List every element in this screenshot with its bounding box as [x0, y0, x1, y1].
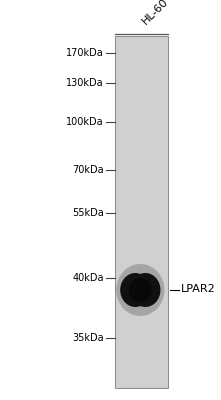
Ellipse shape [130, 273, 160, 307]
Ellipse shape [120, 273, 151, 307]
Ellipse shape [129, 278, 152, 302]
Text: 35kDa: 35kDa [72, 333, 104, 343]
Text: HL-60: HL-60 [140, 0, 170, 26]
Text: 170kDa: 170kDa [66, 48, 104, 58]
Text: 40kDa: 40kDa [72, 273, 104, 283]
Ellipse shape [116, 264, 164, 316]
Text: 55kDa: 55kDa [72, 208, 104, 218]
Text: 100kDa: 100kDa [66, 117, 104, 127]
Bar [115, 36, 168, 388]
Text: 130kDa: 130kDa [66, 78, 104, 88]
Text: 70kDa: 70kDa [72, 165, 104, 175]
Text: LPAR2: LPAR2 [181, 284, 216, 294]
